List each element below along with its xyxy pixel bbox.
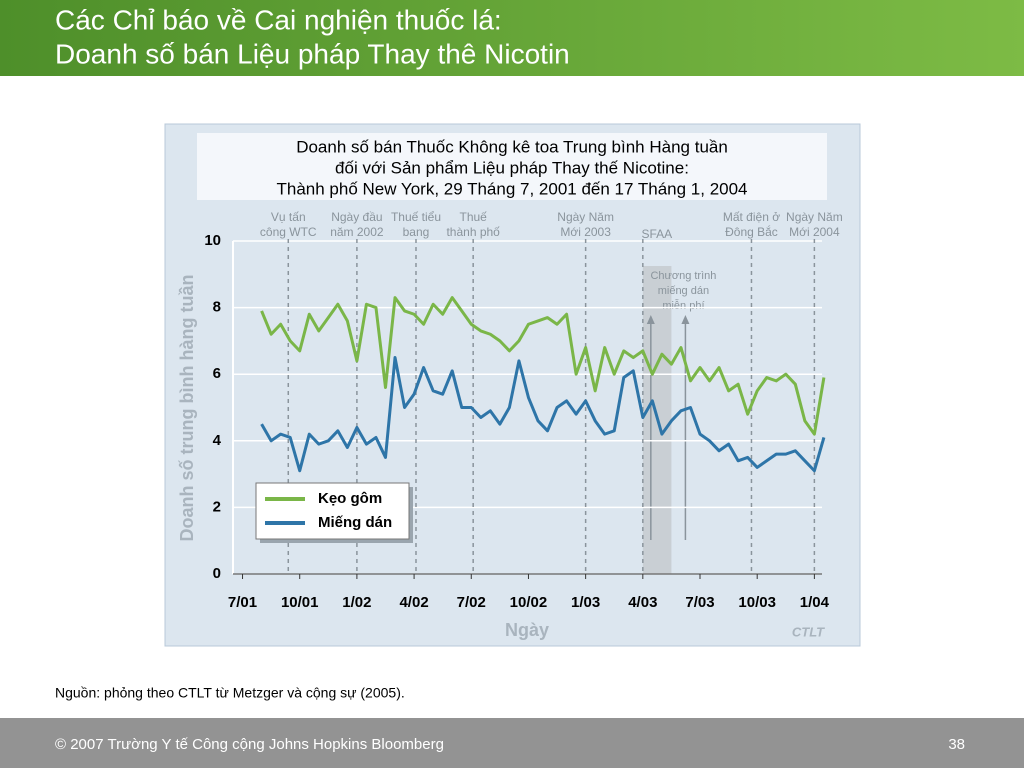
y-tick-label: 8 [213,299,221,316]
x-tick-label: 7/01 [228,594,257,611]
arrow-head [646,315,655,324]
x-tick-label: 1/04 [800,594,830,611]
shaded-label: Chương trình [650,270,716,282]
footer-text: © 2007 Trường Y tế Công cộng Johns Hopki… [55,736,444,753]
y-tick-label: 6 [213,365,221,382]
chart-title: đối với Sản phẩm Liệu pháp Thay thế Nico… [335,158,689,177]
legend-label: Miếng dán [318,514,392,531]
x-tick-label: 10/01 [281,594,319,611]
header-bar [0,0,1024,76]
logo: CTLT [792,624,825,639]
series-line [260,356,826,473]
event-label: Vụ tấn [271,210,306,224]
event-label: Mới 2003 [560,225,611,239]
x-tick-label: 4/03 [628,594,657,611]
shaded-label: miếng dán [658,285,709,297]
x-tick-label: 1/03 [571,594,600,611]
event-label: thành phố [446,225,500,239]
legend-label: Kẹo gôm [318,490,382,507]
x-tick-label: 4/02 [399,594,428,611]
x-axis-label: Ngày [505,620,549,640]
chart-title: Doanh số bán Thuốc Không kê toa Trung bì… [296,137,728,156]
chart-title-box [197,133,827,200]
legend [255,482,410,540]
event-label: Thuế [459,210,487,224]
event-label: công WTC [260,225,317,239]
x-tick-label: 10/02 [510,594,548,611]
event-label: bang [403,225,430,239]
plot: Chương trình miếng dán miễn phí 0 2 4 6 8 10 7/01… [204,210,842,611]
y-tick-label: 2 [213,498,221,515]
event-label: Đông Bắc [725,224,778,239]
series-line [260,296,826,436]
event-label: Thuế tiểu [391,210,441,224]
footer-bar [0,718,1024,768]
slide-title: Các Chỉ báo về Cai nghiện thuốc lá: [55,4,502,35]
event-label: Mới 2004 [789,225,840,239]
event-label: Ngày đầu [331,210,382,224]
x-tick-label: 1/02 [342,594,371,611]
event-label: Mất điện ở [723,210,780,224]
y-axis-label: Doanh số trung bình hàng tuần [177,275,197,542]
x-tick-label: 10/03 [738,594,776,611]
chart-title: Thành phố New York, 29 Tháng 7, 2001 đến… [276,179,747,198]
y-tick-label: 10 [204,232,221,249]
y-tick-label: 0 [213,565,221,582]
event-label: Ngày Năm [786,210,843,224]
event-label: SFAA [641,227,672,241]
slide-title: Doanh số bán Liệu pháp Thay thê Nicotin [55,38,570,69]
shaded-label: miễn phí [662,299,704,312]
source-note: Nguồn: phỏng theo CTLT từ Metzger và cộn… [55,685,405,701]
event-label: năm 2002 [330,225,384,239]
x-tick-label: 7/02 [457,594,486,611]
page-number: 38 [948,736,965,753]
y-tick-label: 4 [213,432,222,449]
arrow-head [681,315,690,324]
event-label: Ngày Năm [557,210,614,224]
x-tick-label: 7/03 [685,594,714,611]
